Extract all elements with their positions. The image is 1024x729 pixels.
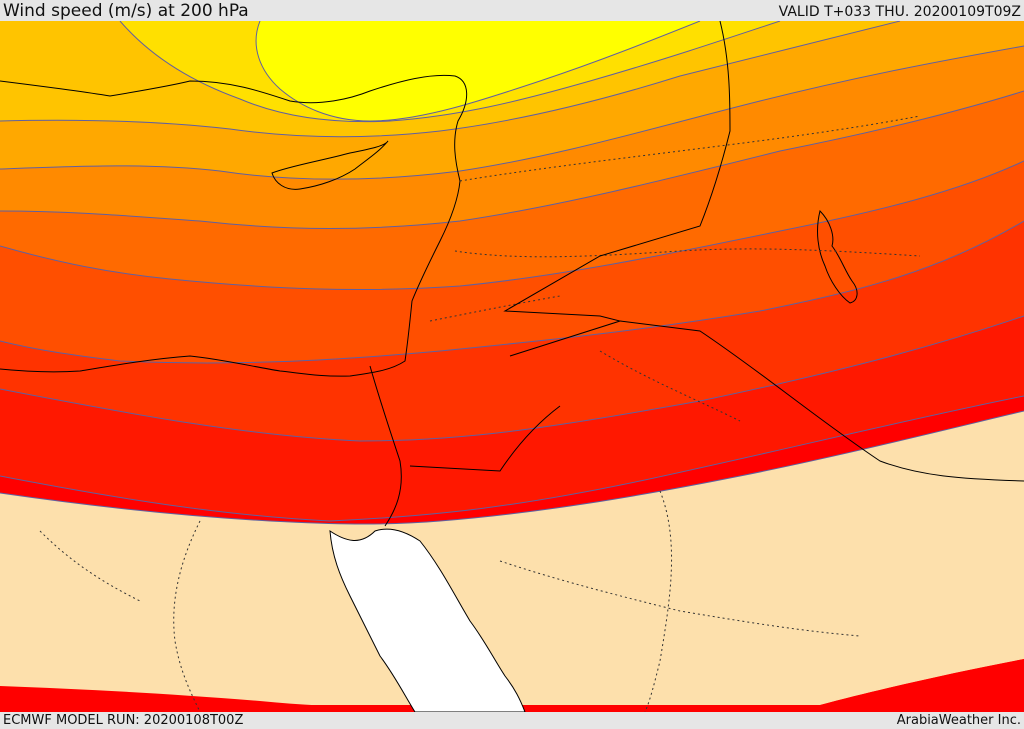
low-speed-area	[0, 411, 1024, 705]
red-sea	[329, 528, 526, 712]
cyprus	[271, 140, 389, 190]
header-bar: Wind speed (m/s) at 200 hPa VALID T+033 …	[0, 0, 1024, 21]
wind-speed-map	[0, 21, 1024, 712]
band-fill	[760, 659, 1024, 712]
valid-time: VALID T+033 THU. 20200109T09Z	[778, 4, 1021, 20]
model-run-label: ECMWF MODEL RUN: 20200108T00Z	[3, 713, 244, 728]
persian-gulf	[817, 210, 858, 304]
borders	[39, 115, 921, 712]
coastline	[0, 74, 468, 377]
map-title: Wind speed (m/s) at 200 hPa	[3, 1, 249, 21]
provider-label: ArabiaWeather Inc.	[896, 713, 1021, 728]
band-fill	[256, 21, 700, 121]
footer-bar: ECMWF MODEL RUN: 20200108T00Z ArabiaWeat…	[0, 712, 1024, 729]
band-fill	[0, 686, 380, 712]
borders	[369, 21, 1024, 527]
